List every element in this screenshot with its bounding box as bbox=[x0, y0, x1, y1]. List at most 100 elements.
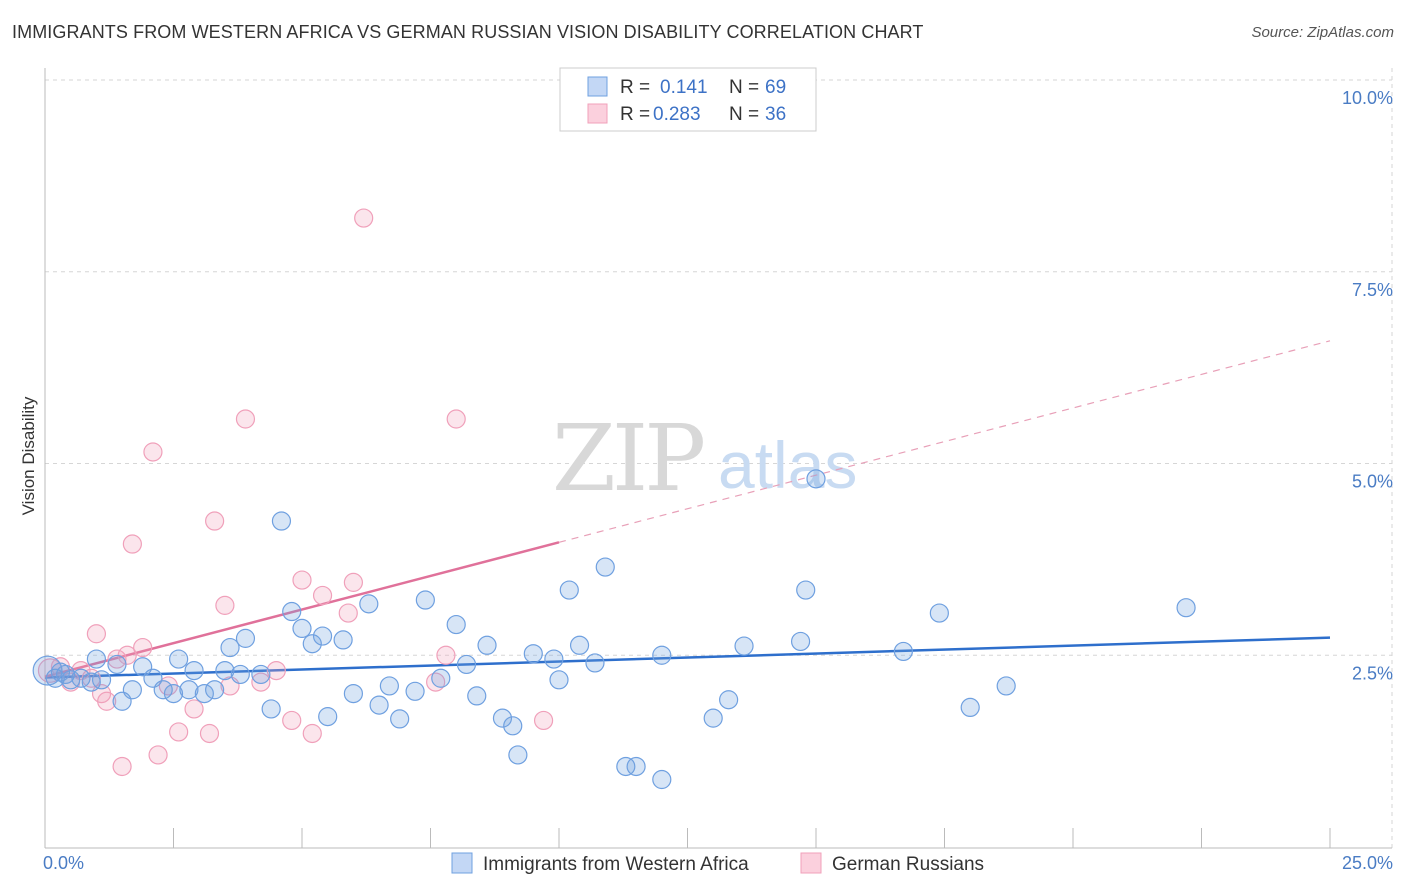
axes bbox=[44, 68, 1392, 849]
blue-point-25 bbox=[251, 664, 271, 685]
blue-point-5 bbox=[71, 668, 91, 688]
legend-swatch-pink bbox=[587, 103, 608, 124]
blue-point-54 bbox=[585, 653, 605, 673]
blue-point-4 bbox=[61, 670, 81, 690]
blue-point-46 bbox=[492, 708, 513, 728]
pink-point-29 bbox=[338, 603, 358, 623]
blue-point-28 bbox=[282, 601, 302, 622]
x-tick-label-right: 25.0% bbox=[1342, 853, 1393, 873]
blue-point-24 bbox=[235, 628, 256, 648]
blue-point-62 bbox=[734, 636, 754, 656]
blue-point-19 bbox=[194, 683, 214, 704]
blue-point-68 bbox=[960, 697, 980, 718]
blue-point-40 bbox=[415, 590, 435, 610]
blue-point-22 bbox=[220, 637, 240, 658]
pink-trend-line-dashed bbox=[558, 340, 1331, 543]
blue-point-16 bbox=[169, 649, 189, 669]
blue-point-35 bbox=[359, 594, 379, 614]
blue-point-21 bbox=[215, 660, 235, 681]
blue-point-30 bbox=[302, 634, 322, 654]
pink-point-5 bbox=[86, 624, 107, 644]
blue-point-33 bbox=[333, 630, 353, 650]
blue-point-23 bbox=[230, 664, 250, 685]
pink-point-16 bbox=[169, 722, 189, 742]
blue-point-57 bbox=[626, 756, 646, 777]
blue-point-59 bbox=[652, 645, 672, 665]
pink-point-31 bbox=[354, 208, 374, 228]
blue-point-38 bbox=[390, 709, 410, 729]
legend-r-value-1: 0.141 bbox=[660, 77, 708, 98]
pink-point-32 bbox=[426, 672, 446, 692]
blue-point-15 bbox=[163, 683, 184, 704]
legend-swatch-blue bbox=[587, 76, 608, 97]
blue-point-31 bbox=[312, 626, 333, 646]
pink-point-28 bbox=[312, 585, 333, 606]
blue-point-49 bbox=[523, 644, 543, 664]
blue-point-42 bbox=[446, 614, 466, 635]
bottom-legend-label-blue: Immigrants from Western Africa bbox=[483, 854, 749, 875]
blue-point-37 bbox=[379, 676, 399, 696]
blue-point-69 bbox=[996, 676, 1016, 696]
blue-point-64 bbox=[796, 580, 816, 600]
blue-point-8 bbox=[91, 670, 112, 690]
blue-point-26 bbox=[261, 699, 281, 719]
pink-point-9 bbox=[112, 756, 132, 777]
y-tick-label-3: 10.0% bbox=[1342, 88, 1393, 108]
blue-point-43 bbox=[456, 654, 477, 675]
pink-point-19 bbox=[205, 511, 225, 531]
blue-trend-line bbox=[44, 636, 1331, 679]
blue-point-11 bbox=[122, 680, 142, 700]
blue-point-60 bbox=[703, 708, 723, 728]
blue-point-32 bbox=[318, 707, 338, 727]
pink-point-12 bbox=[133, 637, 153, 658]
y-tick-label-2: 7.5% bbox=[1352, 280, 1393, 300]
legend-n-value-1: 69 bbox=[765, 77, 786, 98]
bottom-legend-swatch-pink bbox=[800, 852, 822, 874]
blue-point-66 bbox=[893, 641, 913, 662]
watermark-atlas-text: atlas bbox=[718, 428, 857, 502]
blue-point-56 bbox=[616, 756, 636, 777]
blue-point-55 bbox=[595, 557, 615, 577]
pink-point-27 bbox=[302, 723, 322, 744]
pink-point-23 bbox=[251, 672, 271, 692]
legend-r-label-1: R = bbox=[620, 77, 650, 98]
bottom-legend-swatch-blue bbox=[451, 852, 473, 874]
pink-trend-line-solid bbox=[44, 541, 560, 678]
blue-point-29 bbox=[292, 618, 312, 639]
blue-point-20 bbox=[205, 680, 225, 700]
data-points bbox=[32, 208, 1196, 790]
blue-point-53 bbox=[569, 635, 590, 655]
blue-point-14 bbox=[153, 680, 173, 700]
pink-point-30 bbox=[343, 572, 363, 592]
pink-point-24 bbox=[266, 660, 286, 681]
blue-point-61 bbox=[719, 690, 739, 710]
blue-point-3 bbox=[55, 664, 76, 685]
blue-point-58 bbox=[652, 769, 672, 790]
source-label: Source: ZipAtlas.com bbox=[1251, 24, 1394, 41]
pink-point-26 bbox=[292, 570, 312, 590]
pink-point-20 bbox=[215, 595, 235, 615]
y-tick-label-0: 2.5% bbox=[1352, 663, 1393, 683]
pink-point-18 bbox=[199, 723, 220, 744]
blue-point-65 bbox=[806, 469, 826, 489]
legend-n-label-1: N = bbox=[729, 77, 759, 98]
blue-point-9 bbox=[107, 654, 127, 675]
blue-point-45 bbox=[477, 635, 497, 655]
tick-labels: 2.5% 5.0% 7.5% 10.0% 0.0% 25.0% bbox=[43, 88, 1393, 873]
blue-point-7 bbox=[86, 649, 107, 669]
blue-point-1 bbox=[45, 668, 65, 688]
bottom-legend-label-pink: German Russians bbox=[832, 854, 984, 875]
blue-point-70 bbox=[1176, 598, 1196, 618]
blue-point-34 bbox=[343, 683, 363, 704]
blue-point-67 bbox=[929, 603, 949, 623]
blue-point-36 bbox=[369, 695, 389, 715]
blue-point-51 bbox=[549, 670, 569, 690]
legend-r-label-2: R = bbox=[620, 104, 650, 125]
x-tick-label-left: 0.0% bbox=[43, 853, 84, 873]
y-axis-label: Vision Disability bbox=[19, 396, 38, 515]
blue-point-63 bbox=[790, 631, 811, 652]
bottom-legend: Immigrants from Western Africa German Ru… bbox=[451, 852, 984, 875]
legend-r-value-2: 0.283 bbox=[653, 104, 701, 125]
blue-point-44 bbox=[467, 686, 487, 706]
